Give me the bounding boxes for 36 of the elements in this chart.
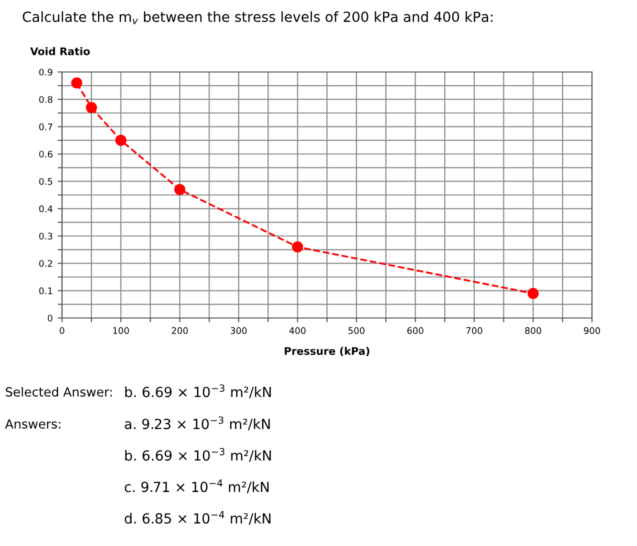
x-tick-label: 800 [525, 327, 542, 334]
text: Answers: [5, 419, 60, 429]
x-tick-label: 600 [407, 327, 424, 334]
y-tick-label: 0.9 [39, 68, 52, 76]
x-tick-label: 200 [172, 327, 188, 334]
point [174, 184, 186, 196]
point [115, 134, 126, 146]
x-tick-label: 900 [584, 327, 600, 334]
y-tick-label: 0.4 [39, 205, 52, 212]
text: c. 9.71 × 10$^{−4}$ m²/kN [124, 480, 269, 494]
y-axis-title: Void Ratio [30, 47, 90, 56]
y-tick-label: 0.7 [39, 123, 52, 130]
text: a. 9.23 × 10$^{−3}$ m²/kN [124, 416, 270, 430]
point [86, 102, 97, 114]
y-tick-label: 0.8 [39, 96, 52, 103]
text: b. 6.69 × 10$^{−3}$ m²/kN [125, 384, 271, 398]
point [528, 288, 539, 299]
text: d. 6.85 × 10$^{−4}$ m²/kN [124, 511, 270, 525]
x-tick-label: 300 [230, 327, 247, 334]
y-tick-label: 0.2 [39, 260, 52, 267]
x-tick-label: 400 [289, 327, 306, 334]
point [292, 241, 304, 252]
y-tick-label: 0.3 [39, 232, 52, 240]
y-tick-label: 0.1 [39, 287, 52, 294]
x-axis-title: Pressure (kPa) [284, 346, 370, 356]
x-tick-label: 100 [113, 327, 129, 334]
y-tick-label: 0.5 [39, 178, 52, 185]
y-tick-label: 0.6 [39, 150, 52, 158]
chart-title: Calculate the m$_{v}$ between the stress levels of 200 kPa and 400 kPa: [22, 11, 492, 24]
y-tick-label: 0 [48, 314, 52, 322]
text: b. 6.69 × 10$^{−3}$ m²/kN [125, 448, 271, 462]
point [71, 77, 82, 88]
text: Selected Answer: [6, 386, 112, 397]
x-tick-label: 0 [60, 327, 64, 334]
x-tick-label: 500 [348, 327, 364, 334]
x-tick-label: 700 [466, 327, 482, 334]
